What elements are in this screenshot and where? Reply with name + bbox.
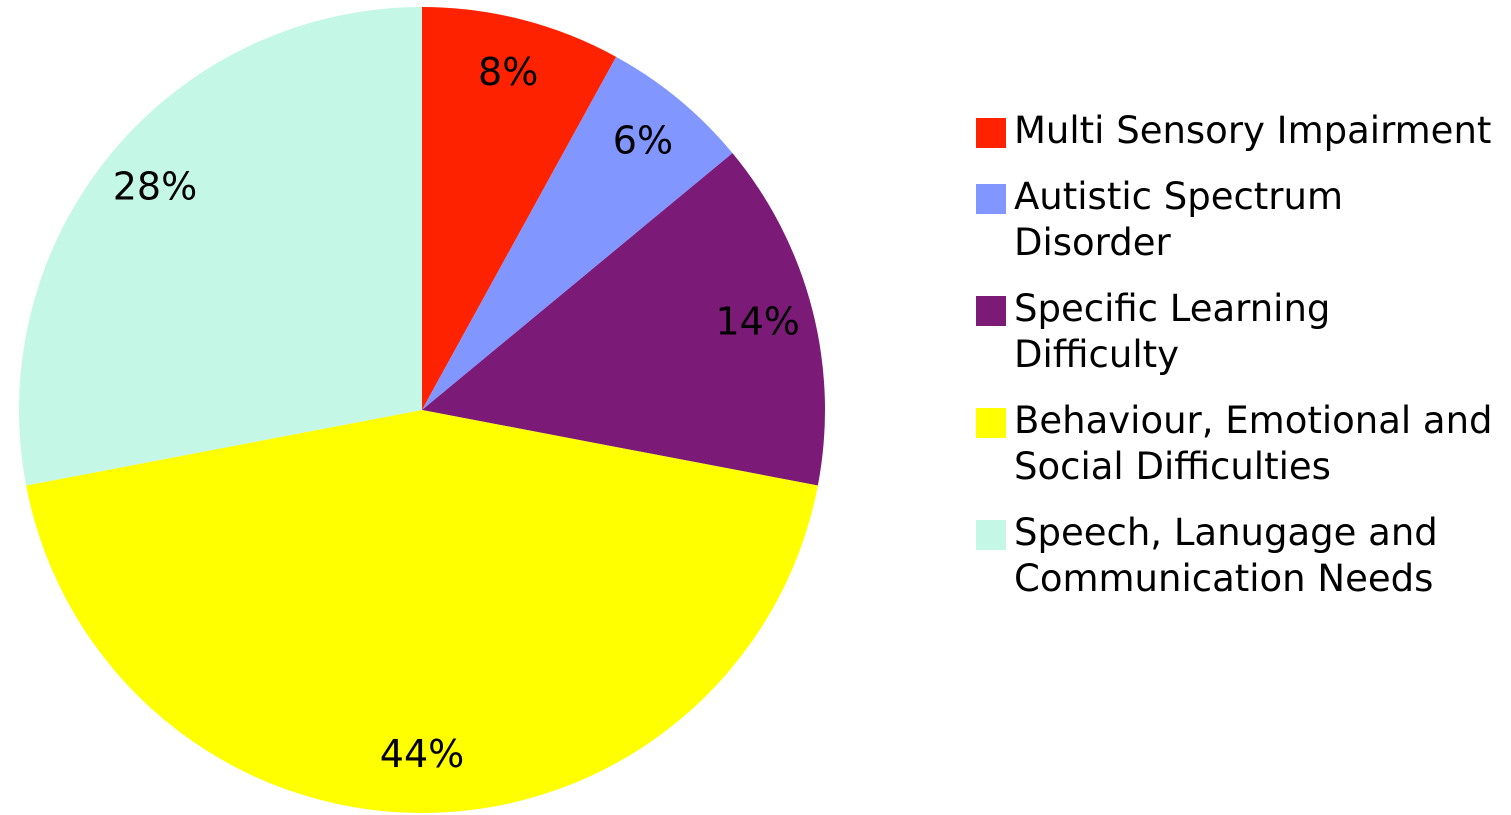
pie-slice <box>18 7 422 486</box>
legend-swatch <box>976 296 1006 326</box>
pie-slice <box>422 7 617 410</box>
pie-slice <box>422 56 733 410</box>
legend-swatch <box>976 520 1006 550</box>
legend-item: Specific Learning Difficulty <box>976 286 1506 378</box>
data-label: 28% <box>113 165 197 209</box>
data-label: 44% <box>380 732 464 776</box>
pie-slice <box>422 153 825 486</box>
data-label: 6% <box>613 118 673 162</box>
legend-item: Multi Sensory Impairment <box>976 108 1506 154</box>
legend-item: Speech, Lanugage and Communication Needs <box>976 510 1506 602</box>
legend-item: Autistic Spectrum Disorder <box>976 174 1506 266</box>
legend-item: Behaviour, Emotional and Social Difficul… <box>976 398 1506 490</box>
pie-slice <box>26 410 818 814</box>
legend-label: Autistic Spectrum Disorder <box>1014 175 1344 264</box>
legend-swatch <box>976 408 1006 438</box>
legend: Multi Sensory Impairment Autistic Spectru… <box>976 108 1506 602</box>
data-label: 8% <box>478 50 538 94</box>
legend-label: Behaviour, Emotional and Social Difficul… <box>1014 399 1493 488</box>
chart: 8% 6% 14% 44% 28% <box>18 7 825 814</box>
legend-label: Speech, Lanugage and Communication Needs <box>1014 511 1438 600</box>
legend-label: Specific Learning Difficulty <box>1014 287 1331 376</box>
legend-label: Multi Sensory Impairment <box>1014 109 1492 152</box>
legend-swatch <box>976 118 1006 148</box>
legend-swatch <box>976 184 1006 214</box>
data-label: 14% <box>715 299 799 343</box>
